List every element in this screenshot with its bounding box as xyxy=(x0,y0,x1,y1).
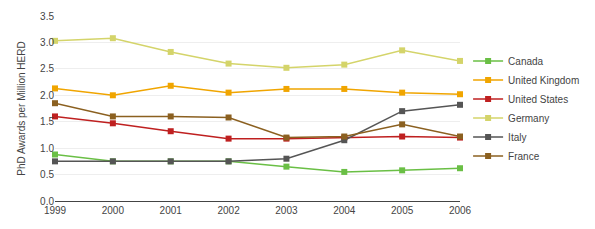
svg-text:United Kingdom: United Kingdom xyxy=(508,75,579,86)
svg-text:1.0: 1.0 xyxy=(40,143,54,154)
svg-text:3.0: 3.0 xyxy=(40,37,54,48)
svg-text:2.5: 2.5 xyxy=(40,63,54,74)
svg-text:2001: 2001 xyxy=(160,205,183,216)
svg-text:United States: United States xyxy=(508,94,568,105)
svg-text:2006: 2006 xyxy=(449,205,472,216)
svg-text:PhD Awards per Million HERD: PhD Awards per Million HERD xyxy=(16,41,27,175)
svg-text:1999: 1999 xyxy=(44,205,67,216)
svg-text:2004: 2004 xyxy=(333,205,356,216)
svg-text:2000: 2000 xyxy=(102,205,125,216)
svg-text:2005: 2005 xyxy=(391,205,414,216)
svg-text:France: France xyxy=(508,151,540,162)
svg-text:Canada: Canada xyxy=(508,56,543,67)
svg-text:2003: 2003 xyxy=(275,205,298,216)
svg-text:2.0: 2.0 xyxy=(40,90,54,101)
svg-text:0.5: 0.5 xyxy=(40,169,54,180)
svg-text:Italy: Italy xyxy=(508,132,526,143)
svg-text:0.0: 0.0 xyxy=(40,196,54,207)
svg-text:Germany: Germany xyxy=(508,113,549,124)
svg-text:2002: 2002 xyxy=(217,205,240,216)
svg-text:3.5: 3.5 xyxy=(40,11,54,22)
svg-text:1.5: 1.5 xyxy=(40,116,54,127)
